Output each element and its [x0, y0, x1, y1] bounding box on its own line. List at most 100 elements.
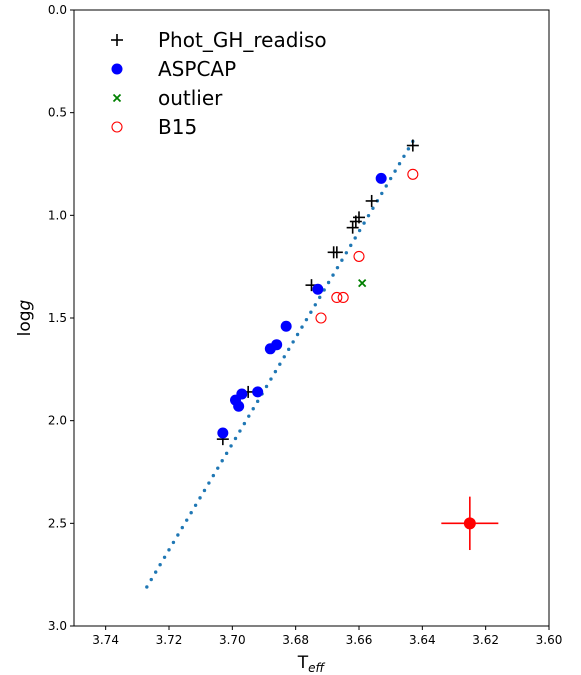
- data-point: [252, 386, 264, 398]
- y-axis-label: logg: [15, 299, 35, 336]
- x-tick-label: 3.64: [409, 633, 436, 647]
- data-point: [280, 320, 292, 332]
- x-axis-label-main: T: [297, 653, 309, 673]
- open-circle-marker: [315, 312, 327, 324]
- isochrone-dot: [357, 228, 362, 233]
- data-point: [337, 291, 349, 304]
- isochrone-dot: [313, 303, 317, 307]
- series-filled-circle: [217, 172, 387, 439]
- isochrone-dot: [255, 399, 260, 404]
- legend: Phot_GH_readiso ASPCAP outlier B15: [111, 28, 327, 139]
- isochrone-dot: [278, 362, 282, 366]
- x-tick-label: 3.60: [536, 633, 563, 647]
- data-point: [233, 400, 245, 412]
- x-tick-label: 3.74: [92, 633, 119, 647]
- isochrone-dot: [353, 236, 357, 240]
- data-point: [331, 291, 343, 304]
- isochrone-dot: [229, 444, 233, 448]
- filled-circle-marker: [217, 427, 229, 439]
- x-tick-label: 3.72: [156, 633, 183, 647]
- isochrone-dot: [158, 563, 162, 567]
- isochrone-dot: [154, 570, 158, 574]
- isochrone-dot: [198, 496, 202, 500]
- isochrone-dot: [171, 540, 176, 545]
- filled-circle-marker: [264, 343, 276, 355]
- series-x: [358, 278, 367, 288]
- open-circle-marker: [407, 168, 419, 180]
- x-tick-label: 3.66: [346, 633, 373, 647]
- x-tick-label: 3.68: [282, 633, 309, 647]
- data-point: [349, 215, 362, 228]
- data-points: [216, 139, 419, 446]
- legend-item: outlier: [112, 86, 223, 110]
- filled-circle-marker: [312, 283, 324, 295]
- isochrone-dot: [264, 384, 269, 389]
- isochrone-dot: [393, 169, 397, 173]
- isochrone-dot: [273, 369, 278, 374]
- isochrone-dot: [362, 221, 366, 225]
- y-axis-ticks: 0.0 0.5 1.0 1.5 2.0 2.5 3.0: [48, 3, 74, 633]
- open-circle-marker: [111, 121, 123, 133]
- isochrone-dot: [304, 317, 309, 322]
- isochrone-dot: [145, 585, 149, 589]
- legend-label: B15: [158, 115, 197, 139]
- isochrone-dot: [335, 265, 340, 270]
- error-bar-point: [463, 517, 476, 530]
- isochrone-dot: [402, 154, 406, 158]
- isochrone-dot: [309, 310, 313, 314]
- isochrone-dot: [176, 533, 180, 537]
- isochrone-dot: [238, 429, 242, 433]
- isochrone-dot: [149, 577, 153, 582]
- x-axis-ticks: 3.74 3.72 3.70 3.68 3.66 3.64 3.62 3.60: [92, 626, 562, 647]
- isochrone-dot: [295, 332, 300, 337]
- filled-circle-marker: [375, 172, 387, 184]
- y-tick-label: 0.5: [48, 106, 67, 120]
- isochrone-dot: [388, 176, 393, 181]
- data-point: [346, 221, 359, 234]
- isochrone-dot: [193, 503, 198, 507]
- error-bar: [441, 496, 499, 551]
- legend-item: Phot_GH_readiso: [111, 28, 327, 52]
- series-plus: [216, 139, 419, 446]
- data-point: [327, 246, 340, 259]
- isochrone-dot: [344, 251, 349, 255]
- isochrone-dot: [247, 414, 251, 418]
- isochrone-dot: [287, 347, 291, 352]
- filled-circle-marker: [111, 63, 123, 75]
- x-marker-b: [112, 93, 122, 103]
- isochrone-dot: [291, 340, 295, 344]
- y-tick-label: 3.0: [48, 619, 67, 633]
- isochrone-dot: [185, 518, 189, 522]
- x-tick-label: 3.62: [472, 633, 499, 647]
- isochrone-dot: [220, 459, 224, 463]
- isochrone-line: [145, 139, 415, 589]
- y-tick-label: 2.5: [48, 516, 67, 530]
- y-axis-label-italic: g: [15, 299, 35, 310]
- isochrone-dot: [242, 421, 247, 426]
- isochrone-dot: [216, 466, 220, 470]
- isochrone-dot: [211, 473, 216, 478]
- open-circle-marker: [331, 291, 343, 304]
- isochrone-dot: [371, 206, 375, 210]
- isochrone-dot: [269, 377, 273, 381]
- isochrone-dot: [397, 161, 402, 166]
- x-marker-b: [358, 278, 367, 288]
- isochrone-dot: [366, 213, 371, 218]
- filled-circle-marker: [233, 400, 245, 412]
- legend-label: Phot_GH_readiso: [158, 28, 327, 52]
- open-circle-marker: [353, 250, 365, 262]
- isochrone-dot: [207, 481, 211, 485]
- y-tick-label: 0.0: [48, 3, 67, 17]
- legend-item: ASPCAP: [111, 57, 236, 81]
- isochrone-dot: [162, 555, 167, 559]
- isochrone-dot: [331, 273, 335, 277]
- y-tick-label: 1.5: [48, 311, 67, 325]
- isochrone-dot: [251, 407, 255, 411]
- x-axis-label: Teff: [297, 653, 326, 675]
- isochrone-dot: [202, 488, 207, 493]
- data-point: [406, 139, 419, 152]
- series-open-circle: [315, 168, 419, 324]
- legend-item: B15: [111, 115, 197, 139]
- data-point: [312, 283, 324, 295]
